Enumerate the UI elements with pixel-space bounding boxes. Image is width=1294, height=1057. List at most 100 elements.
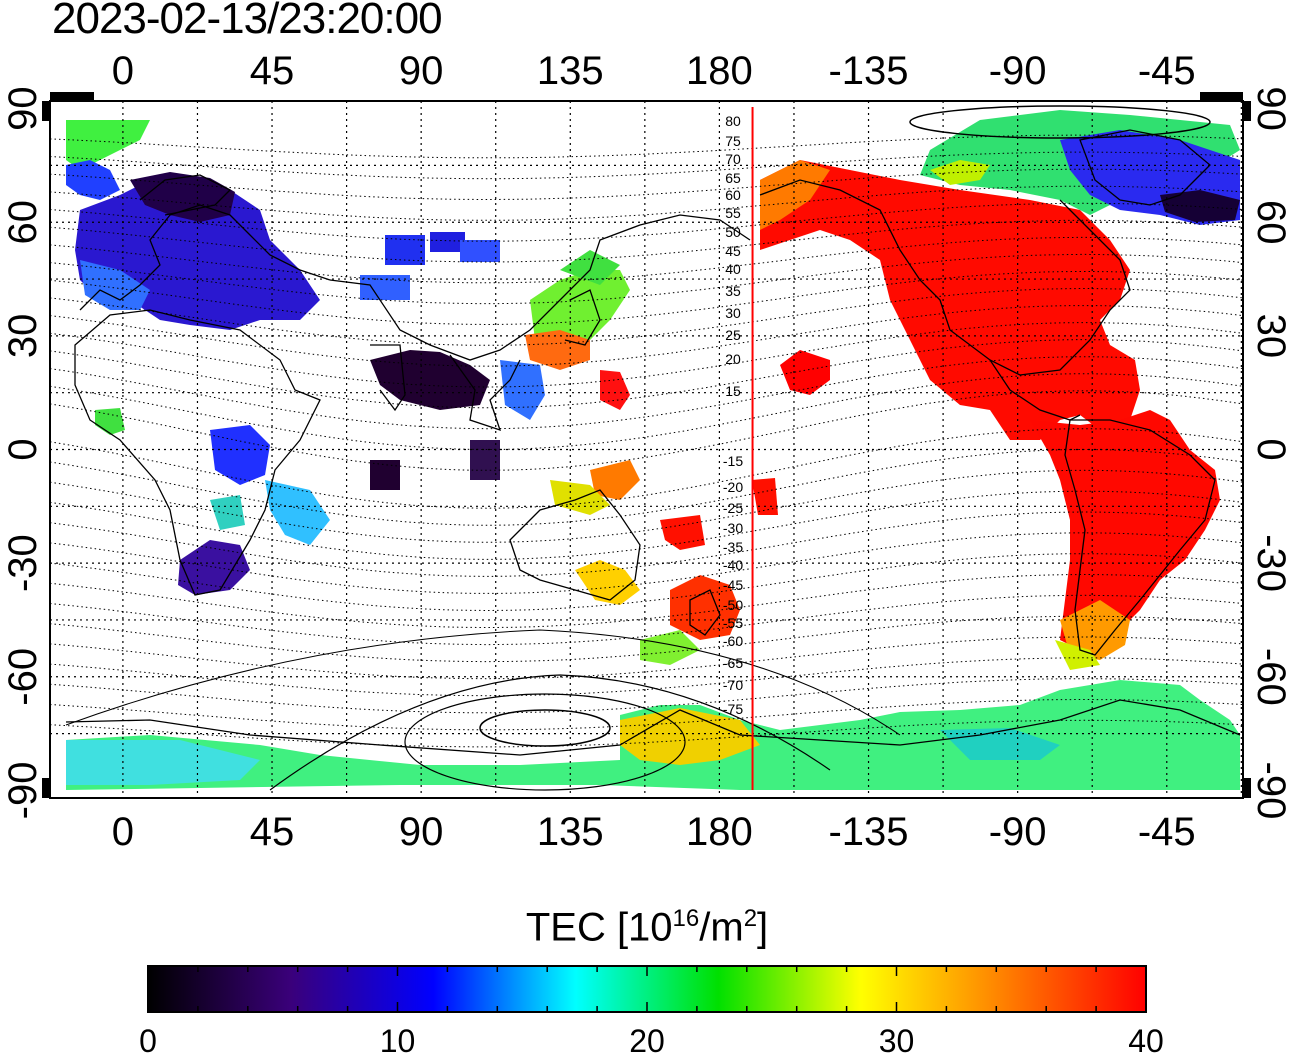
contour-label: 15 bbox=[725, 383, 741, 399]
lat-tick-left: -90 bbox=[1, 762, 45, 820]
contour-label: -40 bbox=[723, 557, 743, 573]
contour-label: 20 bbox=[725, 351, 741, 367]
contour-south-pole-inner bbox=[479, 709, 611, 747]
lon-tick-bottom: 45 bbox=[250, 810, 295, 854]
lon-tick-bottom: -135 bbox=[828, 810, 908, 854]
lon-tick-top: -135 bbox=[828, 49, 908, 93]
contour-label: -70 bbox=[723, 677, 743, 693]
tec-region-antarctica-south bbox=[620, 708, 760, 765]
contour-line bbox=[49, 698, 1244, 731]
contour-label: 75 bbox=[725, 133, 741, 149]
contour-label: 40 bbox=[725, 261, 741, 277]
coast-north-america bbox=[759, 179, 1131, 376]
contour-label: -55 bbox=[723, 615, 743, 631]
tec-region-indochina bbox=[500, 360, 545, 420]
coast-greenland bbox=[1079, 129, 1211, 206]
lon-tick-bottom: 90 bbox=[399, 810, 444, 854]
coast-indochina bbox=[449, 354, 521, 432]
timestamp-title: 2023-02-13/23:20:00 bbox=[52, 0, 443, 43]
frame-edge-top-right bbox=[1200, 92, 1243, 100]
lat-tick-right: -60 bbox=[1249, 648, 1293, 706]
tec-region-south-america bbox=[1030, 410, 1220, 650]
tec-region-south-america-tip bbox=[1055, 640, 1100, 670]
contour-label: 30 bbox=[725, 305, 741, 321]
tec-region-greenland-dark bbox=[1160, 190, 1240, 222]
lon-tick-top: -90 bbox=[989, 49, 1047, 93]
coast-scandinavia bbox=[139, 174, 232, 216]
contour-line bbox=[49, 553, 1244, 612]
contour-label: 45 bbox=[725, 243, 741, 259]
contour-label: 50 bbox=[725, 224, 741, 240]
contour-south-outer-2 bbox=[65, 629, 901, 736]
tec-patch-asia-4 bbox=[360, 275, 410, 300]
coastlines bbox=[65, 129, 1241, 756]
tec-patch-indian-1 bbox=[370, 460, 400, 490]
colorbar-tick-label: 10 bbox=[380, 1023, 416, 1057]
tec-region-south-africa bbox=[178, 540, 250, 595]
coast-central-america bbox=[989, 359, 1081, 421]
tec-region-australia-south bbox=[575, 560, 640, 605]
frame-edge-right-top bbox=[1243, 101, 1251, 121]
contour-line bbox=[49, 615, 1244, 663]
contour-line bbox=[49, 594, 1244, 646]
coast-south-america bbox=[1064, 419, 1216, 656]
magnetic-latitude-contours bbox=[49, 105, 1244, 791]
coast-asia bbox=[329, 214, 751, 361]
coast-india bbox=[370, 344, 406, 412]
tec-region-new-guinea bbox=[590, 460, 640, 500]
lon-tick-top: 135 bbox=[537, 49, 604, 93]
contour-line bbox=[49, 134, 1244, 159]
lat-tick-right: 0 bbox=[1249, 438, 1293, 460]
contour-south-pole-mid bbox=[404, 693, 686, 791]
tec-region-fiji bbox=[752, 478, 778, 515]
axis-tick-labels: 0 45 90 135 180 -135 -90 -45 0 45 90 135 180 -135 -90 -… bbox=[1, 49, 1293, 854]
lat-tick-right: -90 bbox=[1249, 762, 1293, 820]
contour-label: 25 bbox=[725, 327, 741, 343]
tec-patch-indian-2 bbox=[470, 440, 500, 480]
tec-region-europe-south bbox=[80, 260, 150, 310]
lat-tick-left: 90 bbox=[1, 86, 45, 130]
contour-line bbox=[49, 428, 1244, 509]
colorbar-tick-label: 0 bbox=[139, 1023, 157, 1057]
coast-australia bbox=[509, 489, 641, 601]
tec-region-north-america bbox=[760, 160, 1140, 440]
contour-line bbox=[49, 270, 1244, 326]
tec-region-japan bbox=[530, 270, 630, 350]
lat-tick-left: 0 bbox=[1, 438, 45, 460]
frame-edge-right-bottom bbox=[1243, 778, 1251, 798]
tec-region-north-atlantic bbox=[66, 120, 150, 170]
lat-tick-left: 60 bbox=[1, 200, 45, 245]
tec-region-iceland-blue bbox=[66, 160, 120, 200]
colorbar-tick-label: 20 bbox=[629, 1023, 665, 1057]
coast-africa bbox=[74, 309, 321, 596]
contour-label: 55 bbox=[725, 205, 741, 221]
contour-south-pole-outer bbox=[269, 674, 831, 791]
lon-tick-bottom: 0 bbox=[112, 810, 134, 854]
tec-region-antarctica-cyan bbox=[66, 740, 260, 785]
tec-region-philippines bbox=[600, 370, 630, 410]
colorbar-tick-label: 40 bbox=[1128, 1023, 1164, 1057]
coast-europe bbox=[79, 204, 331, 311]
contour-line bbox=[49, 151, 1244, 180]
tec-patch-asia-3 bbox=[460, 240, 500, 262]
tec-region-tasman bbox=[640, 630, 700, 665]
tec-region-north-america-edge bbox=[760, 160, 830, 230]
tec-region-central-africa bbox=[210, 495, 245, 530]
contour-label: -15 bbox=[723, 453, 743, 469]
contour-line bbox=[49, 573, 1244, 629]
frame-edge-left-top bbox=[42, 101, 50, 121]
lon-tick-top: 45 bbox=[250, 49, 295, 93]
lat-tick-right: 30 bbox=[1249, 314, 1293, 359]
lon-tick-bottom: 180 bbox=[686, 810, 753, 854]
contour-label: -45 bbox=[723, 577, 743, 593]
lon-tick-bottom: -90 bbox=[989, 810, 1047, 854]
tec-region-east-china bbox=[525, 330, 590, 370]
contour-label: -20 bbox=[723, 479, 743, 495]
tec-region-pacific-patch bbox=[780, 350, 830, 395]
contour-label: -30 bbox=[723, 520, 743, 536]
tec-region-canada-yellow bbox=[930, 160, 990, 185]
lat-tick-left: 30 bbox=[1, 314, 45, 359]
contour-line bbox=[49, 356, 1244, 430]
